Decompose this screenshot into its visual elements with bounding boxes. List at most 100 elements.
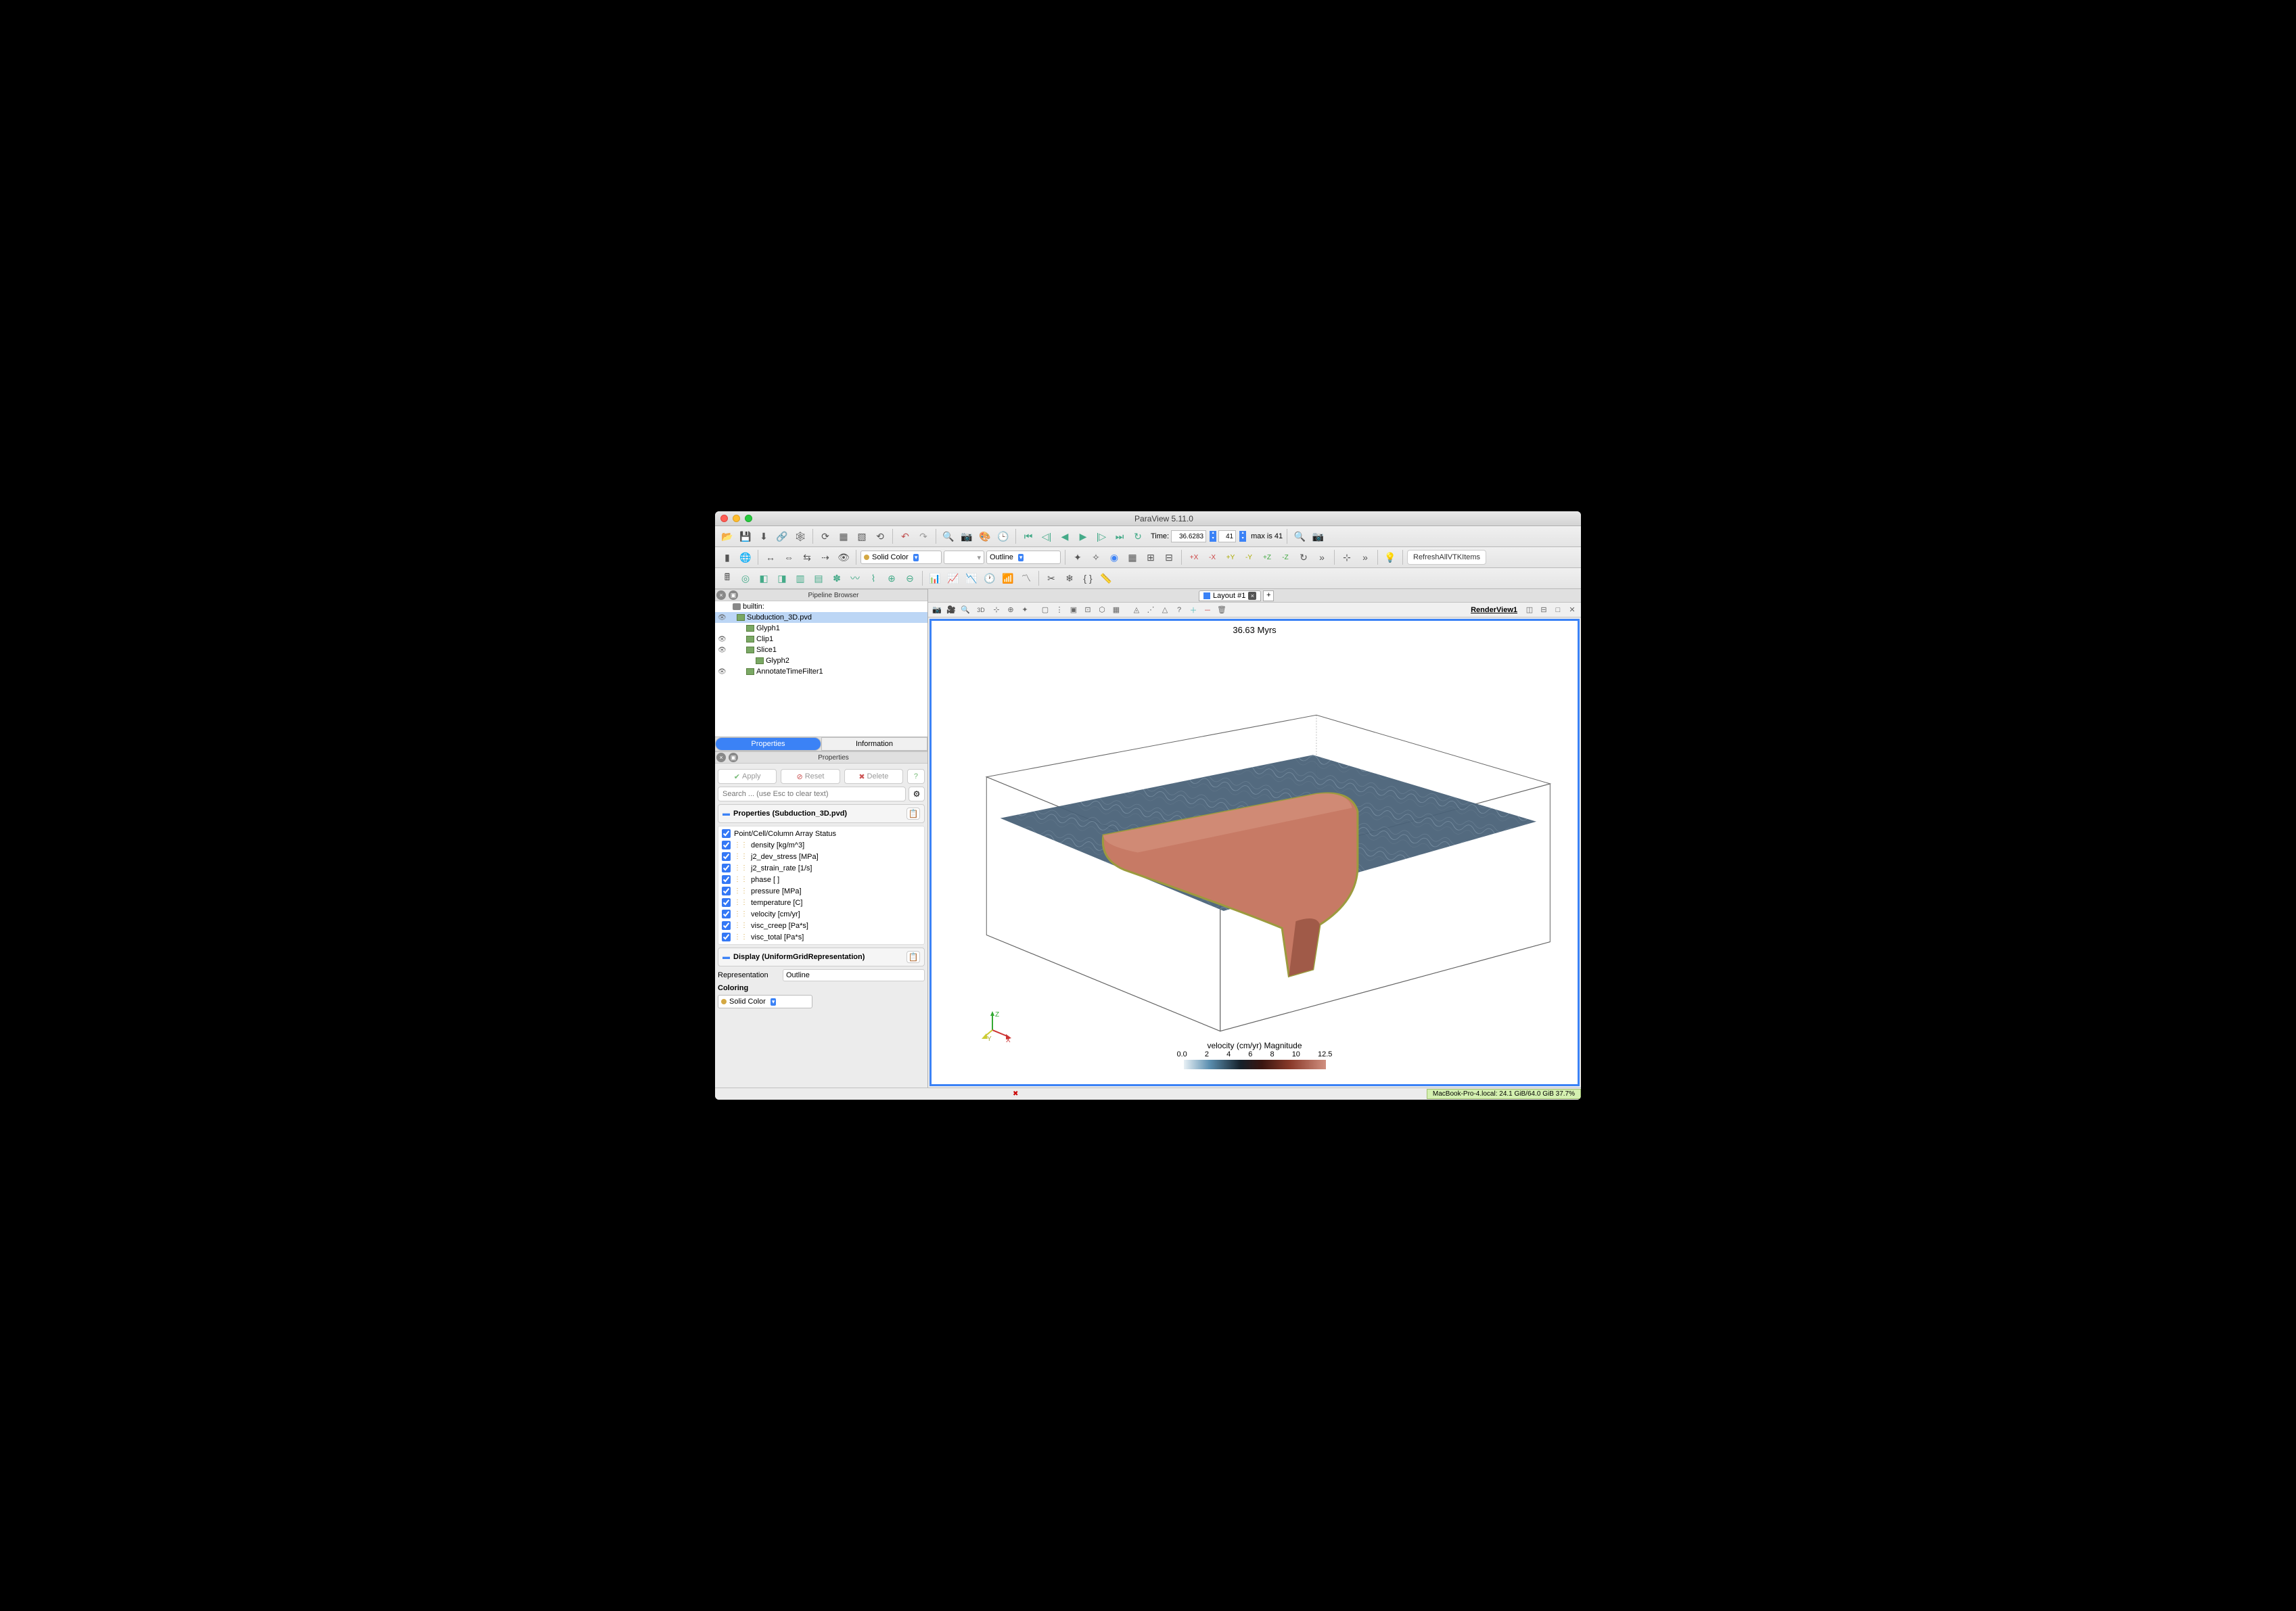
array-checkbox[interactable] (722, 852, 731, 861)
pipeline-item[interactable]: 👁Slice1 (715, 645, 927, 655)
array-row[interactable]: ⋮⋮j2_dev_stress [MPa] (720, 851, 923, 862)
array-row[interactable]: ⋮⋮temperature [C] (720, 897, 923, 908)
section-properties[interactable]: ▬ Properties (Subduction_3D.pvd) 📋 (718, 804, 925, 823)
freeze-selection-icon[interactable]: ❄ (1061, 570, 1078, 586)
panel-float-icon[interactable]: ▣ (729, 590, 738, 600)
query-icon[interactable]: 📈 (945, 570, 961, 586)
pipeline-item[interactable]: Glyph1 (715, 623, 927, 634)
close-view-icon[interactable]: ✕ (1566, 604, 1578, 616)
connect-icon[interactable]: 🔗 (774, 528, 790, 544)
array-checkbox[interactable] (722, 910, 731, 918)
visibility-icon[interactable]: 👁 (718, 647, 727, 654)
next-frame-icon[interactable]: |▷ (1093, 528, 1109, 544)
pipeline-item[interactable]: 👁Clip1 (715, 634, 927, 645)
copy-button-icon[interactable]: 📋 (906, 808, 920, 820)
prev-frame-icon[interactable]: ◁| (1038, 528, 1055, 544)
copy-button-icon[interactable]: 📋 (906, 951, 920, 963)
add-selection-icon[interactable]: ＋ (1187, 604, 1199, 616)
extract-selection-icon[interactable]: ✂ (1043, 570, 1059, 586)
rescale-range-icon[interactable]: ↔ (762, 549, 779, 565)
3d-mode-button[interactable]: 3D (973, 604, 988, 616)
clip-icon[interactable]: ◧ (756, 570, 772, 586)
warp-icon[interactable]: ⌇ (865, 570, 881, 586)
edit-color-map-icon[interactable]: 🌐 (737, 549, 754, 565)
subtract-selection-icon[interactable]: － (1201, 604, 1214, 616)
hover-cells-icon[interactable]: ◬ (1130, 604, 1143, 616)
center-icon[interactable]: ⊹ (990, 604, 1003, 616)
plus-x-icon[interactable]: +X (1186, 549, 1202, 565)
array-checkbox[interactable] (722, 864, 731, 872)
ruler-icon[interactable]: 📏 (1098, 570, 1114, 586)
select-points-icon[interactable]: ✧ (1088, 549, 1104, 565)
python-shell-icon[interactable]: { } (1080, 570, 1096, 586)
settings-icon[interactable]: 🕒 (995, 528, 1011, 544)
array-checkbox[interactable] (722, 933, 731, 941)
attribute-combo[interactable]: ▾ (944, 551, 984, 564)
select-block-icon[interactable]: ▦ (1110, 604, 1122, 616)
plus-y-icon[interactable]: +Y (1222, 549, 1239, 565)
pipeline-item[interactable]: 👁AnnotateTimeFilter1 (715, 666, 927, 677)
visibility-icon[interactable]: 👁 (718, 668, 727, 676)
screenshot-icon[interactable]: 📷 (931, 604, 943, 616)
array-row[interactable]: ⋮⋮pressure [MPa] (720, 885, 923, 897)
more-axes-icon[interactable]: » (1314, 549, 1330, 565)
visibility-icon[interactable]: 👁 (718, 614, 727, 622)
time-value-input[interactable] (1171, 530, 1206, 542)
interactive-cells-icon[interactable]: △ (1159, 604, 1171, 616)
slice-icon[interactable]: ◨ (774, 570, 790, 586)
representation-combo[interactable]: Outline (986, 551, 1061, 564)
save-data-icon[interactable]: ⬇ (756, 528, 772, 544)
select-frustum-cells-icon[interactable]: ▣ (1067, 604, 1080, 616)
array-row[interactable]: ⋮⋮phase [ ] (720, 874, 923, 885)
array-checkbox[interactable] (722, 841, 731, 849)
color-palette-icon[interactable]: 🎨 (977, 528, 993, 544)
minus-y-icon[interactable]: -Y (1241, 549, 1257, 565)
section-display[interactable]: ▬ Display (UniformGridRepresentation) 📋 (718, 948, 925, 966)
panel-close-icon[interactable]: × (716, 753, 726, 762)
frame-stepper[interactable]: ▴▾ (1239, 531, 1246, 542)
render-view[interactable]: 36.63 Myrs (929, 619, 1580, 1086)
box-icon[interactable]: ▦ (835, 528, 852, 544)
array-row[interactable]: ⋮⋮j2_strain_rate [1/s] (720, 862, 923, 874)
pipeline-root[interactable]: builtin: (715, 601, 927, 612)
interactive-select-icon[interactable]: ◉ (1106, 549, 1122, 565)
show-color-legend-icon[interactable]: ▮ (719, 549, 735, 565)
time-stepper[interactable]: ▴▾ (1210, 531, 1216, 542)
tab-properties[interactable]: Properties (715, 737, 821, 751)
rescale-custom-icon[interactable]: ⇔ (781, 549, 797, 565)
maximize-icon[interactable]: □ (1552, 604, 1564, 616)
array-header-row[interactable]: Point/Cell/Column Array Status (720, 828, 923, 839)
more-icon[interactable]: » (1357, 549, 1373, 565)
array-header-checkbox[interactable] (722, 829, 731, 838)
pipeline-item[interactable]: 👁Subduction_3D.pvd (715, 612, 927, 623)
coloring-combo[interactable]: Solid Color (860, 551, 942, 564)
calculator-icon[interactable]: 🖩 (719, 570, 735, 586)
plot-over-time-icon[interactable]: 📶 (1000, 570, 1016, 586)
loop-icon[interactable]: ↻ (1130, 528, 1146, 544)
contour-icon[interactable]: ◎ (737, 570, 754, 586)
add-layout-button[interactable]: + (1263, 590, 1274, 601)
split-v-icon[interactable]: ⊟ (1538, 604, 1550, 616)
array-row[interactable]: ⋮⋮visc_creep [Pa*s] (720, 920, 923, 931)
array-row[interactable]: ⋮⋮density [kg/m^3] (720, 839, 923, 851)
visibility-icon[interactable]: 👁 (718, 636, 727, 643)
panel-close-icon[interactable]: × (716, 590, 726, 600)
array-row[interactable]: ⋮⋮visc_total [Pa*s] (720, 931, 923, 943)
delete-button[interactable]: ✖Delete (844, 769, 903, 784)
close-layout-icon[interactable]: × (1248, 592, 1256, 600)
probe-icon[interactable]: 〽 (1018, 570, 1034, 586)
find-data-icon[interactable]: 🔍 (940, 528, 957, 544)
interactive-points-icon[interactable]: ? (1173, 604, 1185, 616)
stream-tracer-icon[interactable]: 〰 (847, 570, 863, 586)
show-center-icon[interactable]: ✦ (1019, 604, 1031, 616)
extract-icon[interactable]: ▤ (810, 570, 827, 586)
threshold-icon[interactable]: ▥ (792, 570, 808, 586)
zoom-to-box-icon[interactable]: 📷 (1310, 528, 1326, 544)
array-row[interactable]: ⋮⋮velocity [cm/yr] (720, 908, 923, 920)
reset-button[interactable]: ⊘Reset (781, 769, 840, 784)
advanced-toggle-icon[interactable]: ⚙ (909, 787, 925, 801)
plus-z-icon[interactable]: +Z (1259, 549, 1275, 565)
autoload-icon[interactable]: ⟲ (872, 528, 888, 544)
cancel-icon[interactable]: ✖ (1013, 1090, 1021, 1098)
hint-icon[interactable]: 💡 (1382, 549, 1398, 565)
